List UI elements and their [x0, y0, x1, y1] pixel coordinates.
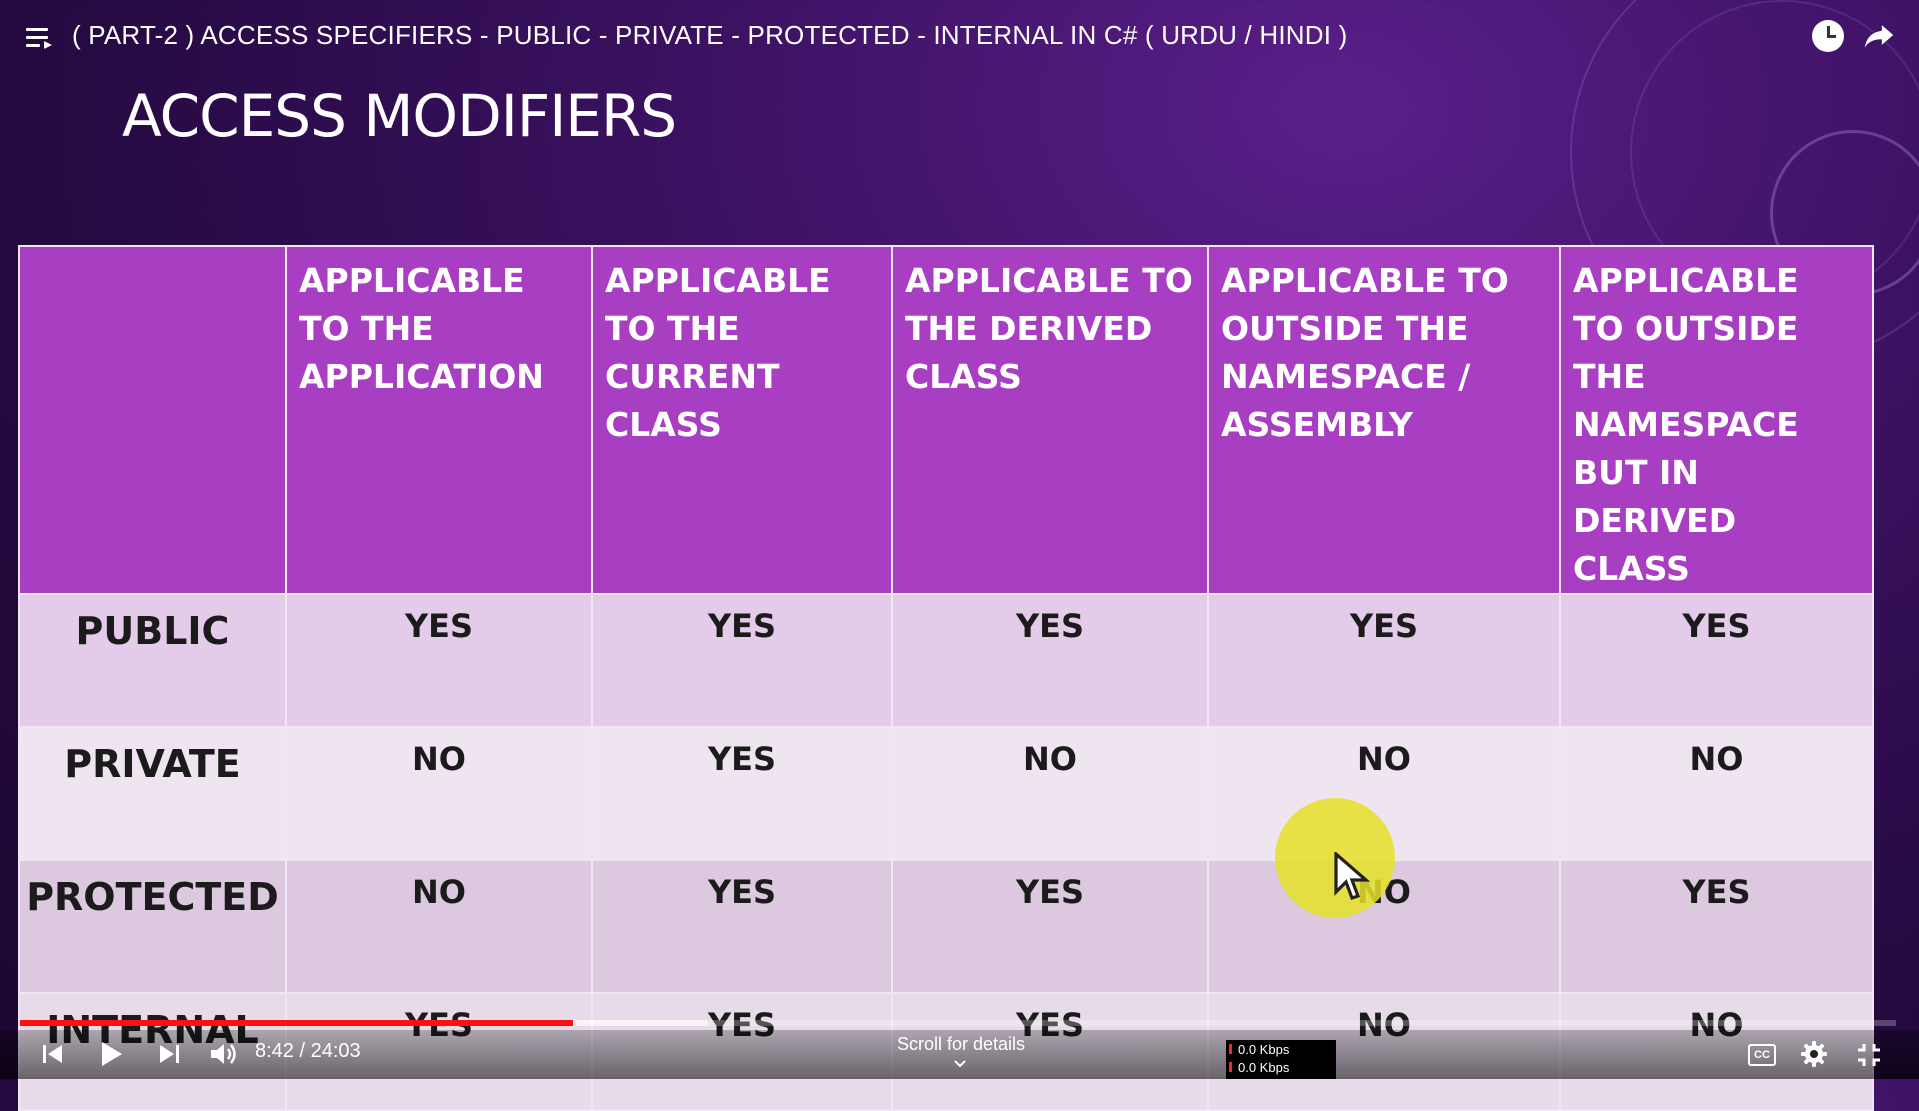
table-cell: YES	[591, 593, 893, 728]
table-cell: NO	[285, 726, 593, 861]
table-cell: NO	[285, 859, 593, 994]
next-icon[interactable]	[156, 1042, 182, 1066]
table-header-cell: APPLICABLE TO THE APPLICATION	[285, 245, 593, 595]
network-up: 0.0 Kbps	[1229, 1060, 1290, 1075]
table-header-cell: APPLICABLE TO OUTSIDE THE NAMESPACE BUT …	[1559, 245, 1874, 595]
playlist-menu-icon[interactable]	[26, 26, 52, 49]
table-cell: YES	[891, 859, 1209, 994]
progress-played	[20, 1020, 574, 1026]
table-cell: YES	[891, 593, 1209, 728]
table-cell: NO	[891, 726, 1209, 861]
network-down-value: 0.0 Kbps	[1238, 1042, 1290, 1057]
table-header-cell	[18, 245, 287, 595]
progress-bar[interactable]	[20, 1020, 1896, 1026]
table-row: PROTECTED NO YES YES NO YES	[18, 859, 1874, 994]
table-cell: YES	[1207, 593, 1561, 728]
table-cell: YES	[1559, 859, 1874, 994]
table-cell: YES	[285, 593, 593, 728]
table-header-cell: APPLICABLE TO THE CURRENT CLASS	[591, 245, 893, 595]
table-row: PUBLIC YES YES YES YES YES	[18, 593, 1874, 728]
table-cell: YES	[591, 859, 893, 994]
network-stats: 0.0 Kbps 0.0 Kbps	[1226, 1040, 1336, 1079]
table-cell: NO	[1207, 859, 1561, 994]
access-modifiers-table: APPLICABLE TO THE APPLICATION APPLICABLE…	[18, 245, 1874, 1111]
chevron-down-icon[interactable]	[952, 1058, 968, 1070]
table-header-cell: APPLICABLE TO OUTSIDE THE NAMESPACE / AS…	[1207, 245, 1561, 595]
table-cell: YES	[1559, 593, 1874, 728]
mouse-pointer-icon	[1334, 852, 1371, 901]
table-row: PRIVATE NO YES NO NO NO	[18, 726, 1874, 861]
table-header-row: APPLICABLE TO THE APPLICATION APPLICABLE…	[18, 245, 1874, 595]
network-up-value: 0.0 Kbps	[1238, 1060, 1290, 1075]
row-label: PUBLIC	[18, 593, 287, 728]
table-cell: NO	[1559, 726, 1874, 861]
table-cell: YES	[591, 726, 893, 861]
exit-fullscreen-icon[interactable]	[1856, 1042, 1882, 1068]
time-readout: 8:42 / 24:03	[255, 1040, 361, 1062]
scroll-for-details[interactable]: Scroll for details	[896, 1034, 1026, 1054]
video-top-bar: ( PART-2 ) ACCESS SPECIFIERS - PUBLIC - …	[0, 0, 1919, 72]
player-controls-bar	[0, 1030, 1919, 1079]
row-label: PROTECTED	[18, 859, 287, 994]
previous-icon[interactable]	[40, 1042, 66, 1066]
volume-icon[interactable]	[208, 1040, 240, 1068]
watch-later-clock-icon[interactable]	[1812, 20, 1844, 52]
table-header-cell: APPLICABLE TO THE DERIVED CLASS	[891, 245, 1209, 595]
row-label: PRIVATE	[18, 726, 287, 861]
network-down: 0.0 Kbps	[1229, 1042, 1290, 1057]
share-icon[interactable]	[1862, 18, 1896, 52]
settings-icon[interactable]	[1800, 1040, 1828, 1068]
play-icon[interactable]	[98, 1040, 124, 1068]
slide-heading: ACCESS MODIFIERS	[122, 82, 677, 150]
cc-icon[interactable]: CC	[1748, 1044, 1776, 1066]
video-title[interactable]: ( PART-2 ) ACCESS SPECIFIERS - PUBLIC - …	[72, 20, 1348, 50]
